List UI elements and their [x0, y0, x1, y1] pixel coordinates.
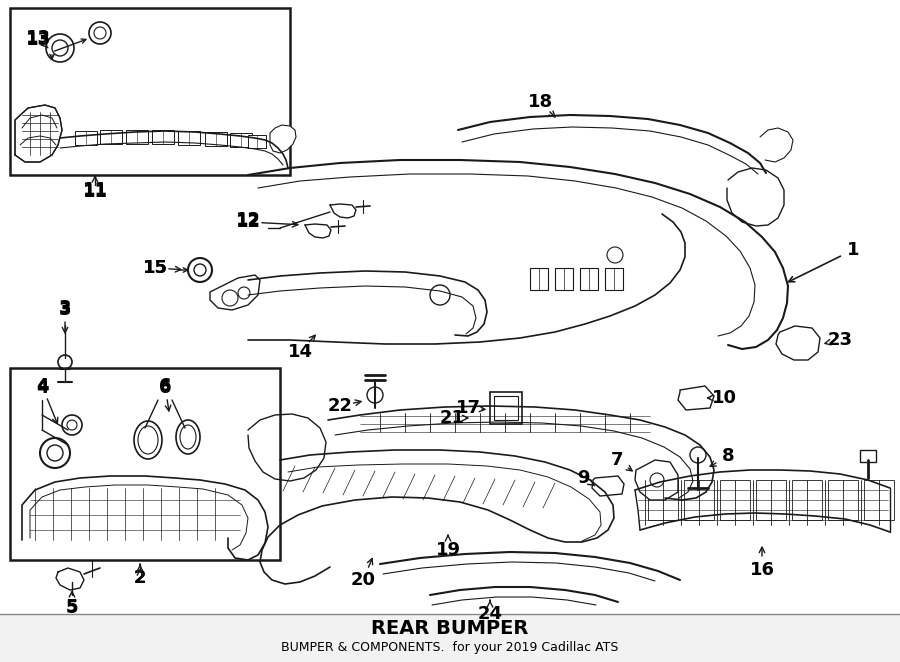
Text: 23: 23: [827, 331, 852, 349]
Bar: [205, 132, 227, 146]
Circle shape: [188, 258, 212, 282]
Text: 12: 12: [236, 213, 260, 231]
Text: 15: 15: [142, 259, 167, 277]
Circle shape: [67, 420, 77, 430]
Circle shape: [94, 27, 106, 39]
Text: 3: 3: [58, 301, 71, 319]
Bar: [10, 368, 280, 560]
Text: 6: 6: [158, 379, 171, 397]
Circle shape: [52, 40, 68, 56]
Circle shape: [194, 264, 206, 276]
Text: 5: 5: [66, 598, 78, 616]
Polygon shape: [592, 476, 624, 496]
Circle shape: [430, 285, 450, 305]
Text: 16: 16: [750, 561, 775, 579]
Bar: [248, 135, 266, 148]
Polygon shape: [678, 386, 714, 410]
Polygon shape: [210, 275, 260, 310]
Text: 6: 6: [158, 377, 171, 395]
Ellipse shape: [138, 426, 158, 454]
Text: 11: 11: [83, 183, 107, 201]
Bar: [0, 614, 900, 662]
Polygon shape: [270, 125, 296, 153]
Bar: [10, 8, 290, 175]
Text: 21: 21: [439, 409, 464, 427]
Circle shape: [58, 355, 72, 369]
Circle shape: [40, 438, 70, 468]
Text: 15: 15: [142, 259, 167, 277]
Bar: [152, 130, 174, 144]
Bar: [494, 396, 518, 420]
Text: 13: 13: [25, 29, 50, 47]
Ellipse shape: [180, 425, 196, 449]
Text: 3: 3: [58, 299, 71, 317]
Text: 5: 5: [66, 599, 78, 617]
Text: 11: 11: [83, 181, 107, 199]
Bar: [178, 131, 200, 145]
Circle shape: [690, 447, 706, 463]
Text: 2: 2: [134, 569, 146, 587]
Text: 20: 20: [350, 571, 375, 589]
Text: 7: 7: [611, 451, 623, 469]
Text: 2: 2: [134, 569, 146, 587]
Bar: [490, 392, 522, 424]
Circle shape: [62, 415, 82, 435]
Circle shape: [89, 22, 111, 44]
Circle shape: [47, 445, 63, 461]
Circle shape: [367, 387, 383, 403]
Bar: [75, 131, 97, 145]
Bar: [530, 268, 548, 290]
Ellipse shape: [134, 421, 162, 459]
Bar: [230, 133, 252, 147]
Polygon shape: [635, 460, 678, 500]
Bar: [555, 268, 573, 290]
Text: 9: 9: [577, 469, 590, 487]
Text: 18: 18: [527, 93, 553, 111]
Text: 4: 4: [36, 377, 49, 395]
Text: 10: 10: [712, 389, 736, 407]
Polygon shape: [15, 105, 62, 162]
Text: 4: 4: [36, 379, 49, 397]
Circle shape: [222, 290, 238, 306]
Circle shape: [46, 34, 74, 62]
Bar: [756, 480, 786, 520]
Text: 17: 17: [455, 399, 481, 417]
Bar: [720, 480, 750, 520]
Text: 12: 12: [236, 211, 260, 229]
Circle shape: [650, 473, 664, 487]
Circle shape: [238, 287, 250, 299]
Bar: [580, 268, 598, 290]
Bar: [126, 130, 148, 144]
Text: BUMPER & COMPONENTS.  for your 2019 Cadillac ATS: BUMPER & COMPONENTS. for your 2019 Cadil…: [282, 641, 618, 655]
Bar: [860, 450, 876, 462]
Text: 8: 8: [722, 447, 734, 465]
Circle shape: [607, 247, 623, 263]
Text: 22: 22: [328, 397, 353, 415]
Bar: [828, 480, 858, 520]
Text: 13: 13: [25, 31, 50, 49]
Text: REAR BUMPER: REAR BUMPER: [372, 618, 528, 638]
Text: 1: 1: [847, 241, 860, 259]
Bar: [648, 480, 678, 520]
Text: 19: 19: [436, 541, 461, 559]
Polygon shape: [776, 326, 820, 360]
Bar: [792, 480, 822, 520]
Bar: [684, 480, 714, 520]
Ellipse shape: [176, 420, 200, 454]
Bar: [864, 480, 894, 520]
Text: 24: 24: [478, 605, 502, 623]
Bar: [605, 268, 623, 290]
Text: 14: 14: [287, 343, 312, 361]
Bar: [100, 130, 122, 144]
